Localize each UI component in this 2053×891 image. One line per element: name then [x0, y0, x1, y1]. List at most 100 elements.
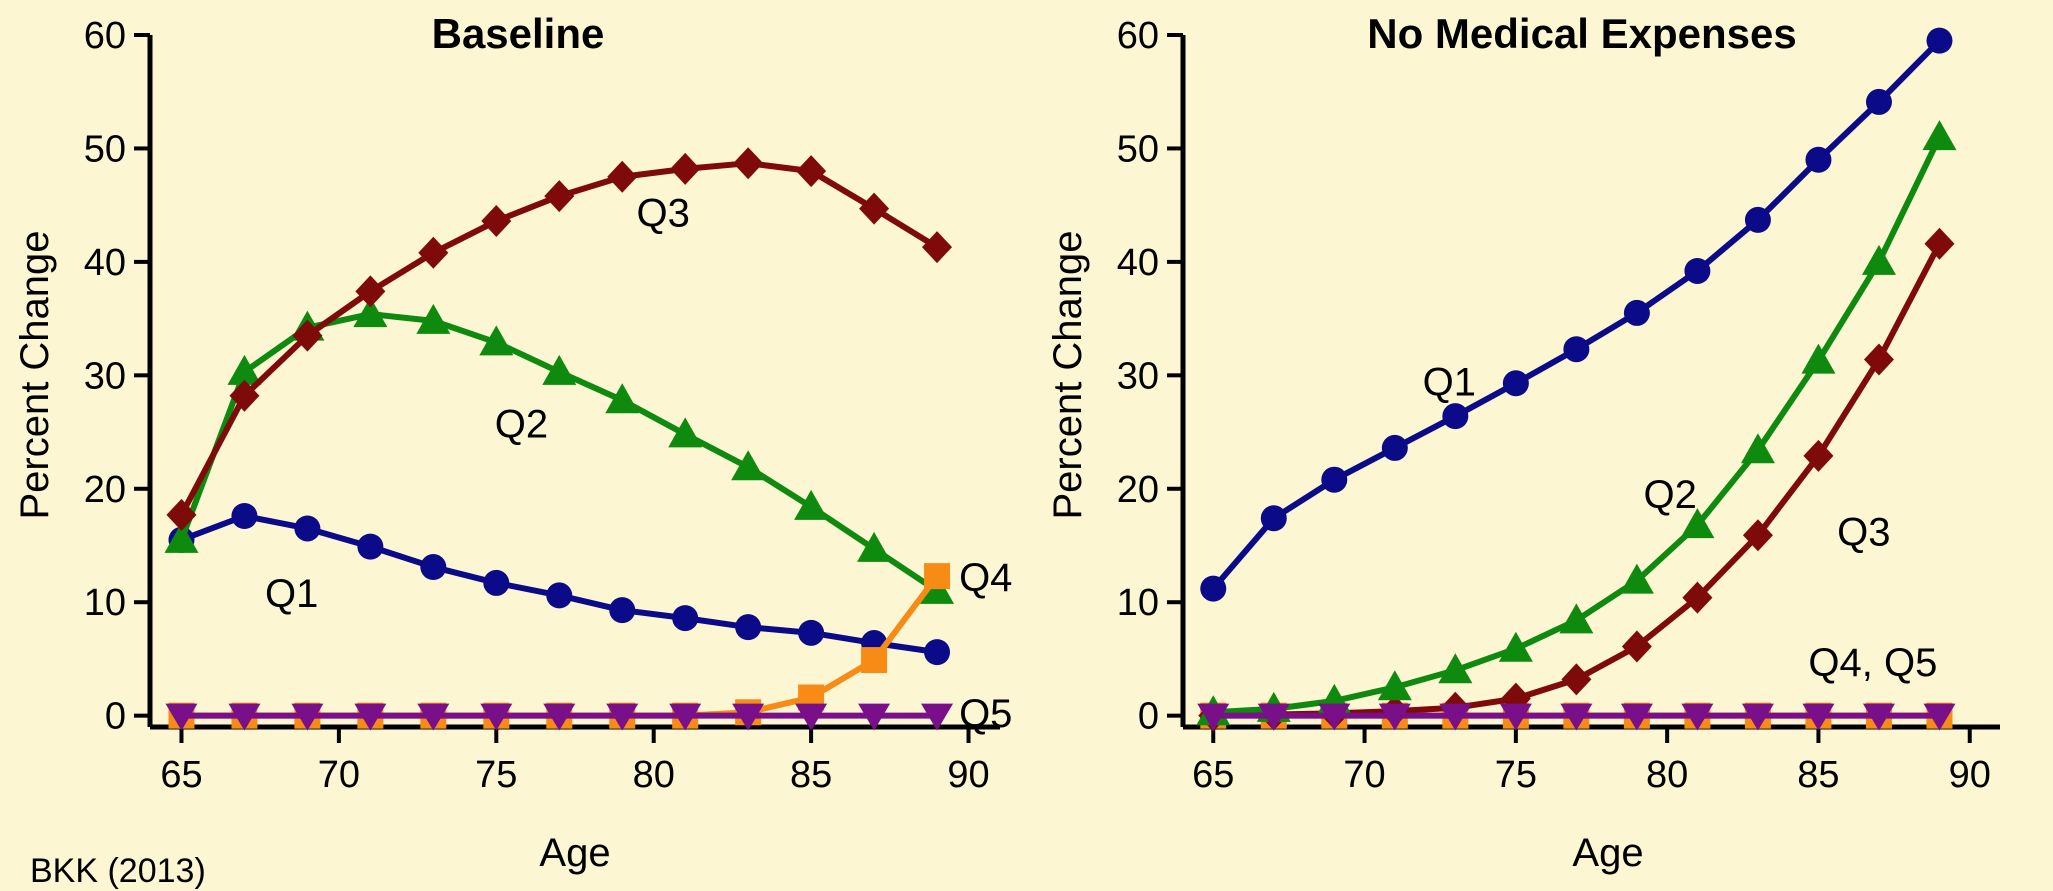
data-point: [544, 180, 575, 213]
x-tick-label: 70: [318, 754, 360, 796]
data-point: [1922, 120, 1957, 151]
data-point: [731, 450, 766, 481]
data-point: [480, 703, 513, 731]
data-point: [1684, 257, 1711, 284]
series-annotation: Q3: [636, 192, 689, 236]
data-point: [859, 192, 890, 225]
data-point: [1260, 505, 1287, 532]
data-point: [1680, 508, 1715, 539]
data-point: [1924, 227, 1955, 260]
data-point: [1318, 703, 1351, 731]
data-point: [607, 160, 638, 193]
data-point: [732, 703, 765, 731]
x-tick-label: 80: [633, 754, 675, 796]
data-point: [1442, 403, 1469, 430]
series-annotation: Q2: [1643, 473, 1696, 517]
data-point: [735, 614, 762, 641]
data-point: [922, 231, 953, 264]
x-axis-label: Age: [539, 831, 610, 875]
data-point: [418, 236, 449, 269]
y-tick-label: 30: [84, 355, 126, 397]
data-point: [546, 582, 573, 609]
data-point: [1561, 663, 1592, 696]
x-tick-label: 80: [1646, 754, 1688, 796]
data-point: [355, 275, 386, 308]
data-point: [1559, 603, 1594, 634]
data-point: [1381, 434, 1408, 461]
panel-no-medical-expenses: 0 10 20 30 40 50 60 65 70 75 80 85 90 No Medical Expe…: [1046, 10, 2000, 875]
data-point: [165, 703, 198, 731]
data-point: [1741, 703, 1774, 731]
x-tick-label: 65: [1192, 754, 1234, 796]
data-point: [672, 605, 699, 632]
data-point: [1803, 439, 1834, 472]
data-point: [1197, 703, 1230, 731]
chart-title: No Medical Expenses: [1367, 10, 1797, 57]
data-point: [924, 563, 951, 590]
data-point: [609, 597, 636, 624]
data-point: [164, 522, 199, 553]
y-axis-label: Percent Change: [1046, 230, 1090, 519]
data-point: [417, 703, 450, 731]
data-point: [542, 354, 577, 385]
x-tick-label: 75: [475, 754, 517, 796]
panel-baseline: 0 10 20 30 40 50 60 65 70 75 80 85 90 Baseline Age Perc…: [13, 10, 1012, 875]
y-tick-label: 50: [84, 128, 126, 170]
data-point: [483, 569, 510, 596]
data-point: [795, 703, 828, 731]
data-point: [1621, 630, 1652, 663]
data-point: [1863, 343, 1894, 376]
series-q3: [166, 147, 953, 531]
data-point: [1438, 653, 1473, 684]
series-q1: [1200, 27, 1953, 602]
data-point: [1620, 703, 1653, 731]
x-tick-label: 75: [1495, 754, 1537, 796]
y-tick-label: 10: [1117, 582, 1159, 624]
data-point: [1682, 581, 1713, 614]
data-point: [1502, 370, 1529, 397]
data-point: [1377, 670, 1412, 701]
data-point: [670, 152, 701, 185]
x-tick-label: 90: [947, 754, 989, 796]
data-point: [292, 319, 323, 352]
y-tick-label: 30: [1117, 355, 1159, 397]
data-point: [1742, 519, 1773, 552]
data-point: [291, 703, 324, 731]
x-tick-label: 65: [160, 754, 202, 796]
x-tick-label: 90: [1949, 754, 1991, 796]
data-point: [733, 147, 764, 180]
data-point: [1378, 703, 1411, 731]
data-point: [1744, 206, 1771, 233]
y-tick-label: 40: [1117, 242, 1159, 284]
series-annotation: Q3: [1837, 510, 1890, 554]
y-tick-label: 0: [1138, 696, 1159, 738]
data-point: [231, 502, 258, 529]
y-tick-label: 60: [1117, 15, 1159, 57]
data-point: [668, 417, 703, 448]
data-point: [858, 703, 891, 731]
y-tick-label: 20: [1117, 469, 1159, 511]
data-point: [1923, 703, 1956, 731]
data-point: [1865, 88, 1892, 115]
data-point: [1802, 703, 1835, 731]
data-point: [1623, 299, 1650, 326]
series-q5: [1197, 703, 1956, 731]
data-point: [481, 205, 512, 238]
data-point: [1805, 146, 1832, 173]
data-point: [416, 303, 451, 334]
data-point: [1801, 343, 1836, 374]
x-tick-label: 85: [790, 754, 832, 796]
data-point: [1619, 563, 1654, 594]
data-point: [1200, 575, 1227, 602]
data-point: [1560, 703, 1593, 731]
x-tick-label: 70: [1343, 754, 1385, 796]
data-point: [857, 531, 892, 562]
credit-note: BKK (2013): [30, 852, 206, 890]
data-point: [357, 533, 384, 560]
y-tick-label: 50: [1117, 128, 1159, 170]
data-point: [669, 703, 702, 731]
data-point: [1257, 703, 1290, 731]
y-tick-label: 0: [105, 696, 126, 738]
data-point: [227, 354, 262, 385]
